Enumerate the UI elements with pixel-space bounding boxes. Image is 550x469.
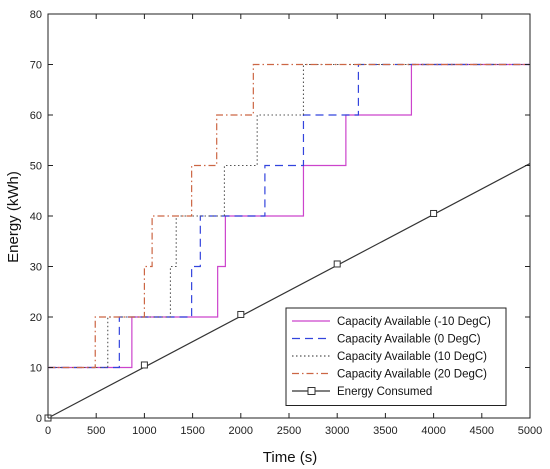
x-tick-label-2: 1000 [132, 425, 156, 437]
ticks-layer: 0 500 1000 1500 2000 2500 3000 3500 4000 4500 5000… [30, 9, 542, 437]
y-tick-label-7: 70 [30, 60, 42, 72]
x-tick-label-3: 1500 [180, 425, 204, 437]
x-tick-label-5: 2500 [277, 425, 301, 437]
y-tick-label-1: 10 [30, 363, 42, 375]
legend-label-3: Capacity Available (20 DegC) [337, 369, 487, 381]
series-marker-4-2 [237, 310, 245, 318]
x-tick-label-6: 3000 [325, 425, 349, 437]
x-axis-label: Time (s) [263, 449, 317, 466]
x-tick-label-7: 3500 [373, 425, 397, 437]
series-layer [44, 63, 531, 422]
legend-label-1: Capacity Available (0 DegC) [337, 334, 481, 346]
y-tick-label-0: 0 [36, 413, 42, 425]
legend-box [285, 307, 507, 406]
x-tick-label-4: 2000 [229, 425, 253, 437]
y-tick-label-4: 40 [30, 211, 42, 223]
series-line-3 [48, 63, 530, 369]
x-tick-label-9: 4500 [470, 425, 494, 437]
y-tick-label-8: 80 [30, 9, 42, 21]
series-line-4 [47, 162, 531, 419]
y-tick-label-2: 20 [30, 312, 42, 324]
series-marker-4-4 [430, 209, 438, 217]
y-tick-label-5: 50 [30, 161, 42, 173]
legend-marker-4 [307, 387, 316, 395]
x-tick-label-8: 4000 [421, 425, 445, 437]
legend-label-0: Capacity Available (-10 DegC) [337, 316, 491, 328]
legend-label-2: Capacity Available (10 DegC) [337, 351, 487, 363]
legend: Capacity Available (-10 DegC) Capacity Av… [285, 307, 507, 406]
x-tick-label-0: 0 [45, 425, 51, 437]
y-axis-label: Energy (kWh) [5, 171, 22, 263]
x-tick-label-1: 500 [87, 425, 105, 437]
y-tick-label-6: 60 [30, 110, 42, 122]
x-tick-label-10: 5000 [518, 425, 542, 437]
legend-label-4: Energy Consumed [337, 386, 432, 398]
series-marker-4-1 [140, 361, 148, 369]
y-tick-label-3: 30 [30, 262, 42, 274]
series-marker-4-3 [333, 260, 341, 268]
